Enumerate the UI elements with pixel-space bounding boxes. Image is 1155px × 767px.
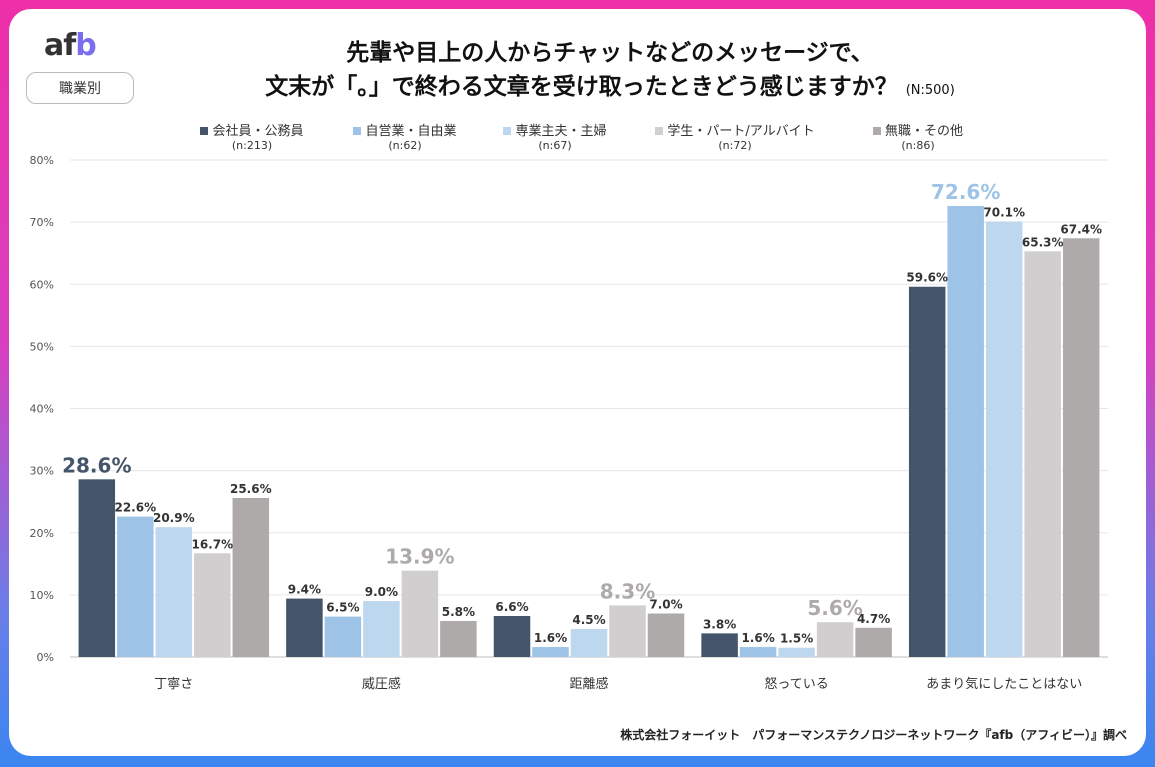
bar [947,205,984,657]
legend-n: (n:62) [388,139,422,152]
bar [286,598,323,657]
title-line-1: 先輩や目上の人からチャットなどのメッセージで、 [346,40,874,66]
bar [739,647,777,657]
bar [155,527,193,657]
bar [532,647,569,657]
y-tick-label: 0% [37,651,54,664]
legend-label: 会社員・公務員 [212,124,304,139]
legend-item: 会社員・公務員 (n:213) [172,120,332,152]
afb-logo: afb [44,28,97,63]
data-label: 1.5% [780,632,813,646]
data-label: 9.0% [365,585,398,599]
data-label: 22.6% [114,501,156,515]
legend-label: 無職・その他 [884,124,963,139]
sample-size: (N:500) [905,83,955,98]
bar [778,647,815,657]
bar [1062,238,1100,657]
legend-swatch [872,127,881,135]
bar [570,629,608,657]
chart-title: 先輩や目上の人からチャットなどのメッセージで、 文末が「。」で終わる文章を受け取… [160,36,1060,108]
x-tick-label: 威圧感 [362,676,401,692]
legend-n: (n:72) [718,139,752,152]
bar [908,286,946,657]
data-label: 9.4% [288,583,321,597]
legend-swatch [655,127,664,135]
legend-swatch [353,127,362,135]
x-tick-label: あまり気にしたことはない [926,676,1082,692]
data-label: 20.9% [153,511,195,525]
data-label: 67.4% [1060,222,1102,236]
y-tick-label: 20% [30,527,54,540]
bar [117,516,154,657]
bar [440,620,477,657]
bar [609,605,646,657]
data-label: 28.6% [62,453,131,477]
bar [78,479,116,657]
legend-n: (n:67) [538,139,572,152]
legend-item: 学生・パート/アルバイト (n:72) [655,120,815,152]
data-label: 13.9% [385,545,454,569]
data-label: 3.8% [703,617,736,631]
y-tick-label: 40% [30,403,54,416]
data-label: 70.1% [983,206,1025,220]
data-label: 7.0% [649,598,682,612]
title-line-2: 文末が「。」で終わる文章を受け取ったときどう感じますか？ [265,74,898,100]
x-tick-label: 丁寧さ [154,676,193,692]
legend-n: (n:213) [231,139,273,152]
y-tick-label: 10% [30,589,54,602]
bar [985,221,1023,657]
y-tick-label: 70% [30,216,54,229]
legend-label: 自営業・自由業 [365,124,457,139]
y-tick-label: 30% [30,465,54,478]
data-label: 65.3% [1022,235,1064,249]
data-label: 1.6% [534,631,567,645]
bar [701,633,738,657]
legend-item: 専業主夫・主婦 (n:67) [475,120,635,152]
data-label: 6.5% [326,601,359,615]
bar [232,497,270,657]
bar [493,615,531,657]
data-label: 59.6% [906,271,948,285]
bar [855,627,892,657]
data-label: 72.6% [931,180,1000,204]
y-tick-label: 80% [30,154,54,167]
x-tick-label: 距離感 [569,676,608,692]
bar [401,570,439,657]
legend-n: (n:86) [901,139,935,152]
bar [363,601,400,657]
x-tick-label: 怒っている [764,677,828,692]
legend-item: 無職・その他 (n:86) [838,120,998,152]
legend-swatch [200,127,209,135]
data-label: 1.6% [741,631,774,645]
legend-swatch [503,127,512,135]
bar [1024,251,1061,658]
data-label: 5.6% [807,596,862,620]
y-tick-label: 60% [30,278,54,291]
data-label: 4.5% [572,613,605,627]
source-note: 株式会社フォーイット パフォーマンステクノロジーネットワーク『afb（アフィビー… [620,728,1127,742]
data-label: 6.6% [495,600,528,614]
data-label: 5.8% [442,605,475,619]
bar [816,622,854,657]
legend-label: 学生・パート/アルバイト [667,124,815,139]
y-tick-label: 50% [30,340,54,353]
data-label: 16.7% [191,537,233,551]
data-label: 25.6% [230,482,272,496]
data-label: 4.7% [857,612,890,626]
category-tag: 職業別 [26,72,134,104]
bar [647,613,685,657]
bar [324,616,362,657]
legend-label: 専業主夫・主婦 [515,124,607,139]
data-label: 8.3% [600,579,655,603]
legend-item: 自営業・自由業 (n:62) [325,120,485,152]
bar [194,553,231,657]
